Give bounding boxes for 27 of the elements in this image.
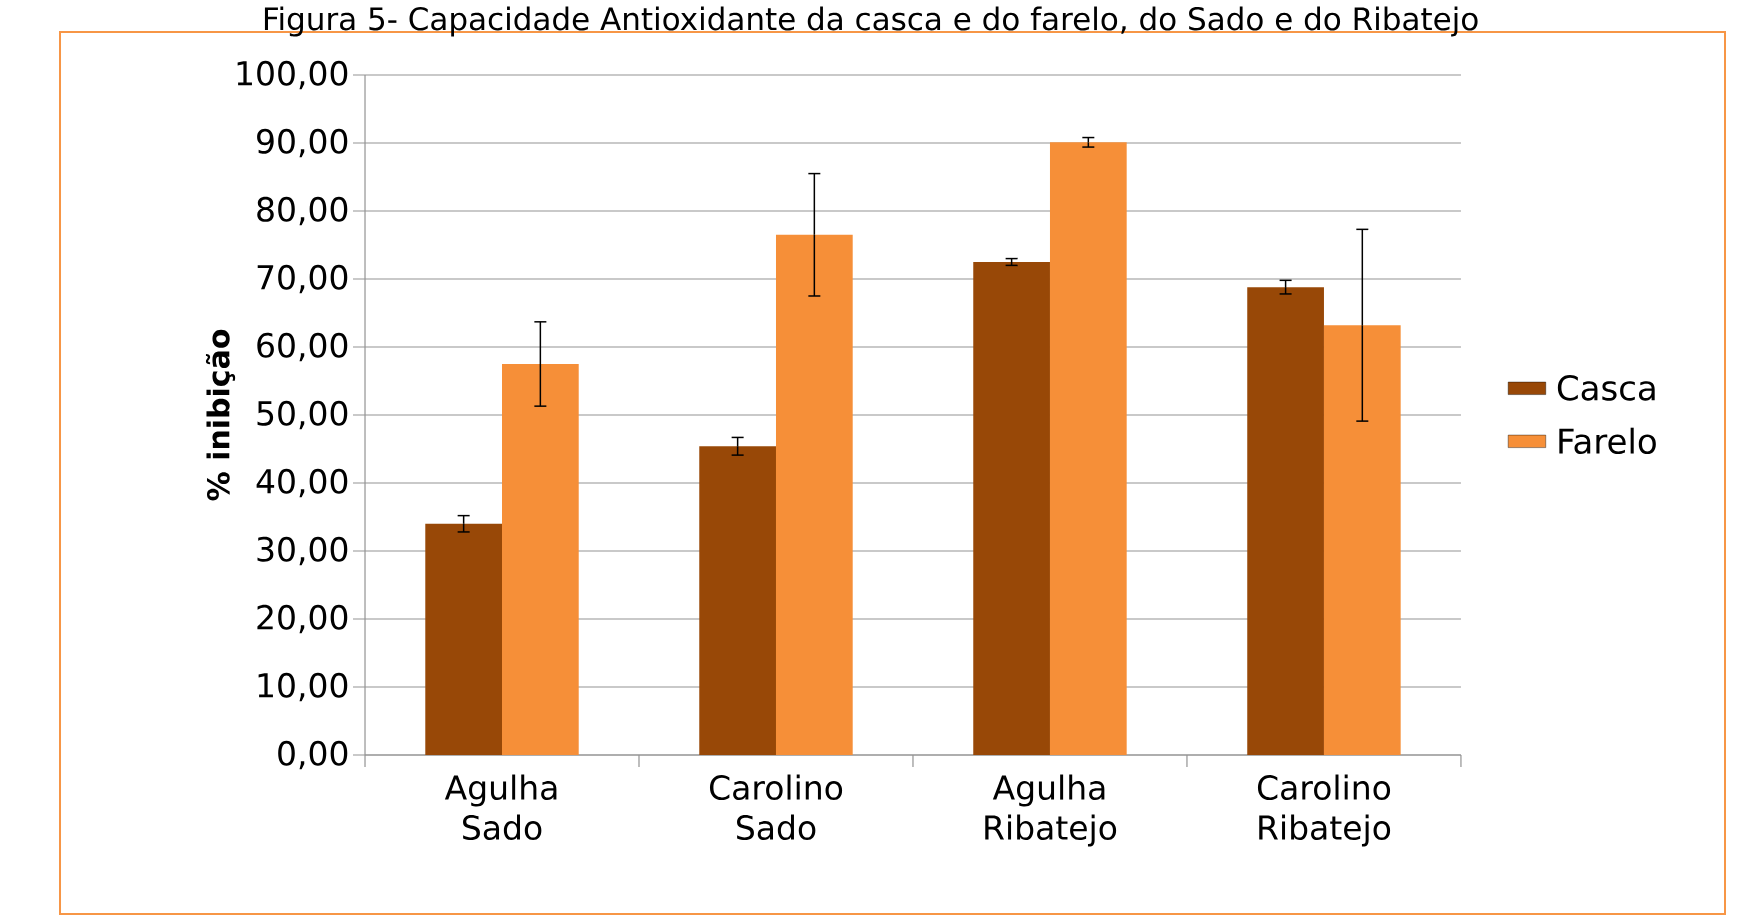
legend-label: Casca [1557,374,1655,401]
y-axis-title: % inibição [205,329,236,501]
y-tick-label: 90,00 [257,128,348,158]
y-tick-label: 70,00 [257,264,348,294]
bar [502,363,579,755]
y-tick-label: 30,00 [257,536,348,566]
legend-label: Farelo [1559,427,1656,455]
y-tick-label: 20,00 [257,604,348,634]
bar [1049,142,1127,755]
bar [425,523,502,755]
y-tick-label: 0,00 [278,740,348,770]
x-tick-label: Agulha Ribatejo [985,774,1117,847]
bar [699,446,776,755]
y-tick-label: 100,00 [237,60,348,90]
y-tick-label: 80,00 [257,196,348,226]
x-tick-label: Carolino Sado [709,774,843,841]
x-tick-label: Agulha Sado [444,774,557,841]
bar [1247,287,1324,755]
bar [775,234,853,755]
bar [973,261,1050,755]
chart-title: Figura 5- Capacidade Antioxidante da casca e do farelo, do Sado e do Ribatejo [264,6,1478,37]
y-tick-label: 50,00 [257,400,348,430]
y-tick-label: 60,00 [257,332,348,362]
bar [1323,325,1401,755]
y-tick-label: 40,00 [256,468,348,498]
x-tick-label: Carolino Ribatejo [1257,774,1391,847]
y-tick-label: 10,00 [258,672,348,702]
